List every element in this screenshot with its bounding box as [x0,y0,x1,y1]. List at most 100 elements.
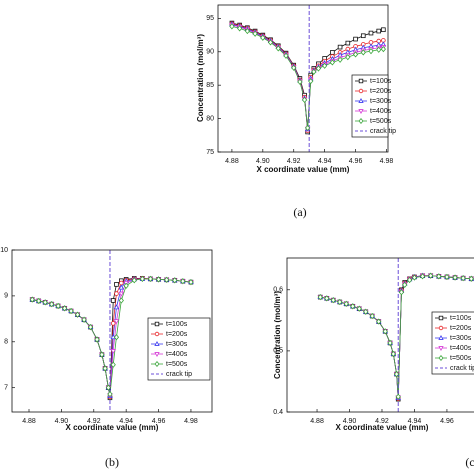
chart: 4.88 4.90 4.92 4.94 4.96 4.98 7 8 9 10 t=100s t=200… [0,247,213,469]
marker [468,275,474,282]
y-axis-title: Concentration (mol/m³) [273,291,282,379]
x-axis-title: X coordinate value (mm) [257,165,350,174]
x-axis-title: X coordinate value (mm) [66,423,159,432]
marker [317,294,323,301]
legend-label: t=300s [450,335,472,342]
marker [360,49,366,56]
marker [147,275,154,283]
marker [337,298,343,306]
marker [283,52,289,59]
marker [330,297,336,304]
marker [74,311,81,318]
marker [62,305,68,312]
marker [352,51,359,58]
marker [419,273,426,280]
marker [387,339,393,347]
marker [436,273,442,280]
marker [110,298,116,303]
y-axis-title: Concentration (mol/m³) [196,34,205,122]
marker [49,301,55,308]
legend-label: t=500s [166,361,188,368]
x-tick-label: 4.96 [152,418,166,425]
legend-label: t=200s [450,325,472,332]
marker [244,27,250,35]
marker [356,305,362,312]
marker [94,336,100,343]
marker [110,321,116,326]
legend-label: crack tip [450,365,474,372]
marker [139,275,145,283]
marker [452,274,458,281]
marker [343,300,349,307]
marker [229,23,235,30]
marker [411,274,418,281]
legend-frame [147,317,211,381]
marker [380,46,386,53]
marker [29,296,35,303]
x-tick-label: 4.90 [343,418,357,425]
marker [368,30,374,36]
y-tick-label: 9 [4,293,8,300]
legend-label: t=200s [370,88,392,95]
plot-area [229,5,387,152]
marker [110,361,116,368]
marker [113,319,120,325]
marker [337,44,343,50]
marker [291,64,297,71]
legend-label: t=200s [166,331,188,338]
marker [68,307,74,315]
y-tick-label: 95 [206,15,214,22]
x-tick-label: 4.92 [87,418,101,425]
marker [438,346,444,351]
marker [428,272,434,279]
marker [154,321,160,327]
marker [329,59,335,66]
marker [237,25,243,32]
marker [402,281,408,288]
marker [55,302,61,310]
marker [105,384,111,391]
x-tick-label: 4.94 [318,158,332,165]
x-tick-label: 4.88 [310,418,324,425]
marker [390,350,396,358]
x-tick-label: 4.90 [55,418,69,425]
marker [324,295,330,302]
marker [358,78,364,84]
marker [369,312,375,320]
marker [460,275,466,282]
marker [114,282,119,287]
marker [110,349,116,355]
x-tick-label: 4.92 [287,158,301,165]
chart: 4.88 4.90 4.92 4.94 4.96 4.98 75 80 85 90 95 t=100s… [196,4,396,219]
marker [172,277,178,284]
legend-label: t=300s [166,341,188,348]
legend-label: t=100s [450,315,472,322]
marker [301,96,308,103]
marker [311,68,317,75]
marker [154,341,160,346]
marker [131,277,137,284]
caption: (b) [105,455,119,469]
legend-label: t=100s [370,78,392,85]
x-tick-label: 4.92 [375,418,389,425]
marker [376,318,382,325]
y-tick-label: 7 [4,385,8,392]
legend-label: t=500s [450,355,472,362]
marker [358,88,364,94]
x-axis-title: X coordinate value (mm) [336,423,429,432]
marker [406,276,413,284]
marker [368,48,374,55]
y-tick-label: 0.5 [273,348,283,355]
marker [337,56,343,63]
marker [382,328,388,335]
legend-label: t=500s [370,118,392,125]
plot-area [29,250,194,412]
x-tick-label: 4.98 [380,158,394,165]
caption: (a) [293,205,306,219]
x-tick-label: 4.90 [256,158,270,165]
marker [353,36,358,42]
marker [102,365,108,372]
marker [345,54,351,61]
legend-label: crack tip [370,128,396,135]
